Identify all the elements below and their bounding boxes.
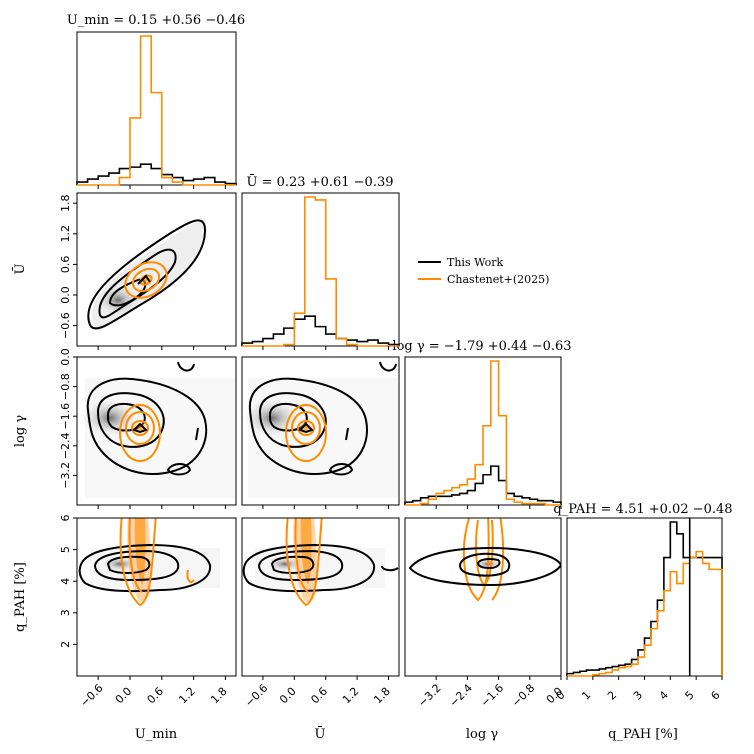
axes-qpah-ubar bbox=[241, 517, 400, 677]
xtick-label-loggamma: −0.8 bbox=[509, 681, 537, 709]
contour-orange-outer-2 bbox=[491, 518, 505, 601]
hist-umin-chastenet bbox=[77, 35, 236, 186]
contour-black-outer bbox=[86, 377, 208, 476]
legend: This Work Chastenet+(2025) bbox=[418, 256, 549, 286]
ytick-label-ubar: 1.8 bbox=[59, 194, 72, 212]
xtick-label-qpah: 1 bbox=[579, 688, 593, 702]
legend-label-this-work: This Work bbox=[447, 256, 504, 269]
contour-orange-outer bbox=[124, 261, 168, 299]
xtick-label-qpah: 5 bbox=[683, 688, 697, 702]
hist-ubar-chastenet bbox=[242, 196, 399, 347]
ytick-label-qpah: 5 bbox=[59, 546, 72, 553]
xtick-label-ubar: 0.6 bbox=[308, 685, 330, 707]
hist-umin-this-work bbox=[76, 163, 237, 185]
contour-black-outer bbox=[248, 377, 368, 476]
xtick-label-umin: −0.6 bbox=[78, 681, 106, 709]
contour-orange-mid bbox=[291, 411, 321, 445]
contour-black-mid bbox=[96, 392, 165, 448]
ytick-label-loggamma: 0.0 bbox=[59, 348, 72, 366]
xlabel-qpah: q_PAH [%] bbox=[608, 727, 678, 742]
ytick-label-ubar: 0.0 bbox=[59, 286, 72, 304]
axes-qpah-loggamma bbox=[404, 517, 562, 677]
contour-orange-inner bbox=[297, 420, 315, 436]
hist-loggamma-chastenet bbox=[405, 360, 561, 506]
xtick-label-ubar: 1.8 bbox=[371, 685, 393, 707]
xtick-label-umin: 1.8 bbox=[208, 685, 230, 707]
contour-orange-outer bbox=[119, 404, 161, 462]
ytick-label-loggamma: −0.8 bbox=[59, 373, 72, 400]
xtick-label-loggamma: −3.2 bbox=[416, 681, 444, 709]
ylabel-loggamma: log γ bbox=[13, 415, 28, 447]
xtick-label-umin: 0.0 bbox=[113, 685, 135, 707]
panel-qpah-vs-umin bbox=[78, 518, 220, 607]
contour-orange-outer bbox=[285, 404, 327, 462]
contour-black-mid bbox=[257, 549, 344, 582]
axes-qpah-umin bbox=[76, 517, 237, 677]
axes-loggamma-umin bbox=[76, 356, 237, 506]
hist-qpah-this-work bbox=[566, 521, 723, 676]
contour-orange-mid bbox=[125, 411, 155, 445]
contour-orange-inner bbox=[139, 274, 153, 286]
contour-black-inner bbox=[270, 555, 315, 574]
axes-ubar-umin bbox=[76, 192, 237, 347]
ytick-label-loggamma: −3.2 bbox=[59, 462, 72, 489]
xtick-label-loggamma: −1.6 bbox=[478, 681, 506, 709]
contour-black-mid bbox=[458, 552, 511, 577]
xtick-label-umin: 0.6 bbox=[145, 685, 167, 707]
ytick-label-ubar: −0.6 bbox=[59, 312, 72, 339]
title-ubar: Ū = 0.23 +0.61 −0.39 bbox=[247, 174, 394, 190]
axes-hist-loggamma bbox=[404, 356, 562, 506]
contour-black-outer bbox=[408, 546, 561, 587]
xtick-label-ubar: 0.0 bbox=[277, 685, 299, 707]
contour-black-mid bbox=[98, 248, 177, 319]
title-loggamma: log γ = −1.79 +0.44 −0.63 bbox=[392, 339, 571, 354]
xtick-label-qpah: 2 bbox=[605, 688, 619, 702]
xlabel-umin: U_min bbox=[135, 727, 178, 742]
title-umin: U_min = 0.15 +0.56 −0.46 bbox=[67, 13, 245, 28]
contour-black-mid bbox=[93, 549, 180, 582]
ytick-label-loggamma: −1.6 bbox=[59, 403, 72, 430]
title-qpah: q_PAH = 4.51 +0.02 −0.48 bbox=[553, 502, 732, 517]
xtick-label-qpah: 4 bbox=[657, 688, 671, 702]
ylabel-qpah: q_PAH [%] bbox=[13, 562, 28, 632]
legend-label-chastenet: Chastenet+(2025) bbox=[447, 273, 549, 286]
xlabel-ubar: Ū bbox=[315, 726, 326, 742]
ytick-label-qpah: 2 bbox=[59, 641, 72, 648]
ytick-label-ubar: 0.6 bbox=[59, 256, 72, 274]
contour-black-mid bbox=[258, 392, 327, 448]
xtick-label-qpah: 3 bbox=[631, 688, 645, 702]
contour-black-outer bbox=[242, 543, 376, 593]
ytick-label-qpah: 6 bbox=[59, 515, 72, 522]
axes-hist-umin bbox=[76, 31, 237, 186]
contour-orange-outer bbox=[462, 518, 490, 602]
xlabel-loggamma: log γ bbox=[466, 727, 498, 742]
xtick-label-qpah: 6 bbox=[708, 688, 722, 702]
ytick-label-qpah: 3 bbox=[59, 609, 72, 616]
xtick-label-ubar: 1.2 bbox=[340, 685, 362, 707]
axes-loggamma-ubar bbox=[241, 356, 400, 506]
panel-loggamma-vs-ubar bbox=[242, 361, 398, 498]
axes-hist-ubar bbox=[241, 192, 400, 347]
panel-loggamma-vs-umin bbox=[80, 361, 235, 498]
hist-ubar-this-work bbox=[241, 315, 400, 346]
xtick-label-loggamma: −2.4 bbox=[447, 681, 475, 709]
ytick-label-ubar: 1.2 bbox=[59, 225, 72, 243]
panel-qpah-vs-loggamma bbox=[408, 518, 561, 602]
hist-loggamma-this-work bbox=[404, 465, 562, 505]
ytick-label-qpah: 4 bbox=[59, 578, 72, 585]
contour-orange-inner bbox=[131, 420, 149, 436]
ylabel-ubar: Ū bbox=[12, 263, 28, 274]
ytick-label-loggamma: −2.4 bbox=[59, 432, 72, 459]
contour-orange-mid bbox=[131, 267, 161, 293]
hist-qpah-chastenet bbox=[567, 550, 723, 677]
panel-qpah-vs-ubar bbox=[242, 518, 399, 607]
panel-ubar-vs-umin bbox=[87, 219, 207, 330]
xtick-label-ubar: −0.6 bbox=[242, 681, 270, 709]
xtick-label-umin: 1.2 bbox=[176, 685, 198, 707]
contour-black-inner bbox=[476, 558, 501, 570]
contour-black-outer bbox=[87, 219, 207, 330]
